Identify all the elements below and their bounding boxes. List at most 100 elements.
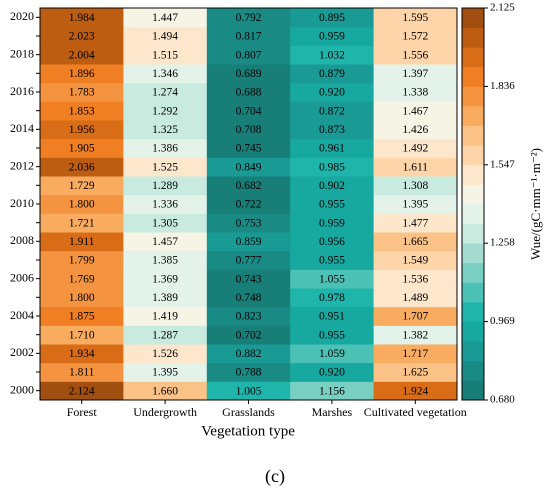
heatmap-cell <box>123 157 208 177</box>
heatmap-cell <box>123 45 208 65</box>
heatmap-cell <box>290 381 375 401</box>
y-tick-label: 2014 <box>10 121 34 135</box>
heatmap-cell <box>290 157 375 177</box>
cell-label: 1.447 <box>152 12 178 24</box>
cell-label: 1.934 <box>69 348 95 360</box>
heatmap-cell <box>123 381 208 401</box>
x-tick-label: Cultivated vegetation <box>364 405 467 419</box>
cell-label: 1.905 <box>69 143 95 155</box>
cell-label: 1.395 <box>402 199 428 211</box>
heatmap-cell <box>373 26 458 46</box>
cell-label: 1.911 <box>69 236 95 248</box>
cell-label: 0.985 <box>319 161 345 173</box>
cell-label: 0.955 <box>319 199 345 211</box>
heatmap-cell <box>123 64 208 84</box>
heatmap-cell <box>206 213 291 233</box>
heatmap-cell <box>373 269 458 289</box>
heatmap-cell <box>373 213 458 233</box>
heatmap-cell <box>123 288 208 308</box>
heatmap-cell <box>373 288 458 308</box>
colorbar-band <box>462 204 484 224</box>
colorbar-tick-label: 1.836 <box>490 80 515 92</box>
cell-label: 0.959 <box>319 217 345 229</box>
cell-label: 1.625 <box>402 367 428 379</box>
cell-label: 1.492 <box>402 143 428 155</box>
y-tick-label: 2004 <box>10 308 34 322</box>
cell-label: 1.536 <box>402 273 428 285</box>
x-tick-label: Grasslands <box>222 405 275 419</box>
heatmap-cell <box>40 45 124 65</box>
heatmap-cell <box>373 101 458 121</box>
heatmap-cell <box>290 8 375 28</box>
cell-label: 0.956 <box>319 236 345 248</box>
cell-label: 0.873 <box>319 124 345 136</box>
heatmap-cell <box>290 232 375 252</box>
cell-label: 1.526 <box>152 348 178 360</box>
x-axis-label: Vegetation type <box>201 423 295 439</box>
cell-label: 0.748 <box>236 292 262 304</box>
cell-label: 1.875 <box>69 311 95 323</box>
cell-label: 1.385 <box>152 255 178 267</box>
cell-label: 1.397 <box>402 68 428 80</box>
heatmap-cell <box>40 176 124 196</box>
y-tick-label: 2010 <box>10 196 34 210</box>
cell-label: 1.611 <box>403 161 429 173</box>
colorbar-band <box>462 27 484 48</box>
heatmap-cell <box>206 194 291 214</box>
cell-label: 1.338 <box>402 87 428 99</box>
x-tick-label: Marshes <box>312 405 353 419</box>
heatmap-cell <box>206 8 291 28</box>
heatmap-cell <box>290 82 375 102</box>
heatmap-cell <box>206 325 291 345</box>
heatmap-cell <box>290 269 375 289</box>
heatmap-cell <box>373 344 458 364</box>
cell-label: 0.879 <box>319 68 345 80</box>
colorbar-band <box>462 380 484 401</box>
heatmap-cell <box>290 26 375 46</box>
heatmap-cell <box>206 157 291 177</box>
cell-label: 0.955 <box>319 255 345 267</box>
heatmap-cell <box>290 45 375 65</box>
heatmap-cell <box>40 288 124 308</box>
colorbar-frame <box>461 7 485 401</box>
heatmap-cell <box>123 26 208 46</box>
y-tick-label: 2016 <box>10 84 34 98</box>
heatmap-cell <box>123 138 208 158</box>
heatmap-cell <box>373 362 458 382</box>
cell-label: 0.688 <box>236 87 262 99</box>
cell-label: 1.660 <box>152 385 178 397</box>
heatmap-cell <box>373 250 458 270</box>
colorbar-band <box>462 262 484 283</box>
cell-label: 1.489 <box>402 292 428 304</box>
cell-label: 1.308 <box>402 180 428 192</box>
heatmap-cell <box>373 232 458 252</box>
heatmap-cell <box>40 157 124 177</box>
heatmap-cell <box>373 306 458 326</box>
cell-label: 0.792 <box>236 12 262 24</box>
cell-label: 1.389 <box>152 292 178 304</box>
heatmap-cell <box>123 120 208 140</box>
heatmap-cell <box>373 325 458 345</box>
heatmap-cell <box>373 138 458 158</box>
heatmap-cell <box>373 82 458 102</box>
cell-label: 0.902 <box>319 180 345 192</box>
cell-label: 0.704 <box>236 105 262 117</box>
cell-label: 0.895 <box>319 12 345 24</box>
heatmap-cell <box>206 101 291 121</box>
cell-label: 1.800 <box>69 199 95 211</box>
cell-label: 0.978 <box>319 292 345 304</box>
cell-label: 0.807 <box>236 49 262 61</box>
heatmap-cell <box>206 120 291 140</box>
cell-label: 0.961 <box>319 143 345 155</box>
colorbar-band <box>462 223 484 244</box>
heatmap-cell <box>40 306 124 326</box>
cell-label: 1.717 <box>402 348 428 360</box>
heatmap-cell <box>40 269 124 289</box>
colorbar-tick-label: 0.969 <box>490 315 515 327</box>
heatmap-cell <box>40 64 124 84</box>
cell-label: 1.896 <box>69 68 95 80</box>
heatmap-cell <box>40 101 124 121</box>
colorbar-band <box>462 66 484 87</box>
heatmap-cell <box>290 325 375 345</box>
